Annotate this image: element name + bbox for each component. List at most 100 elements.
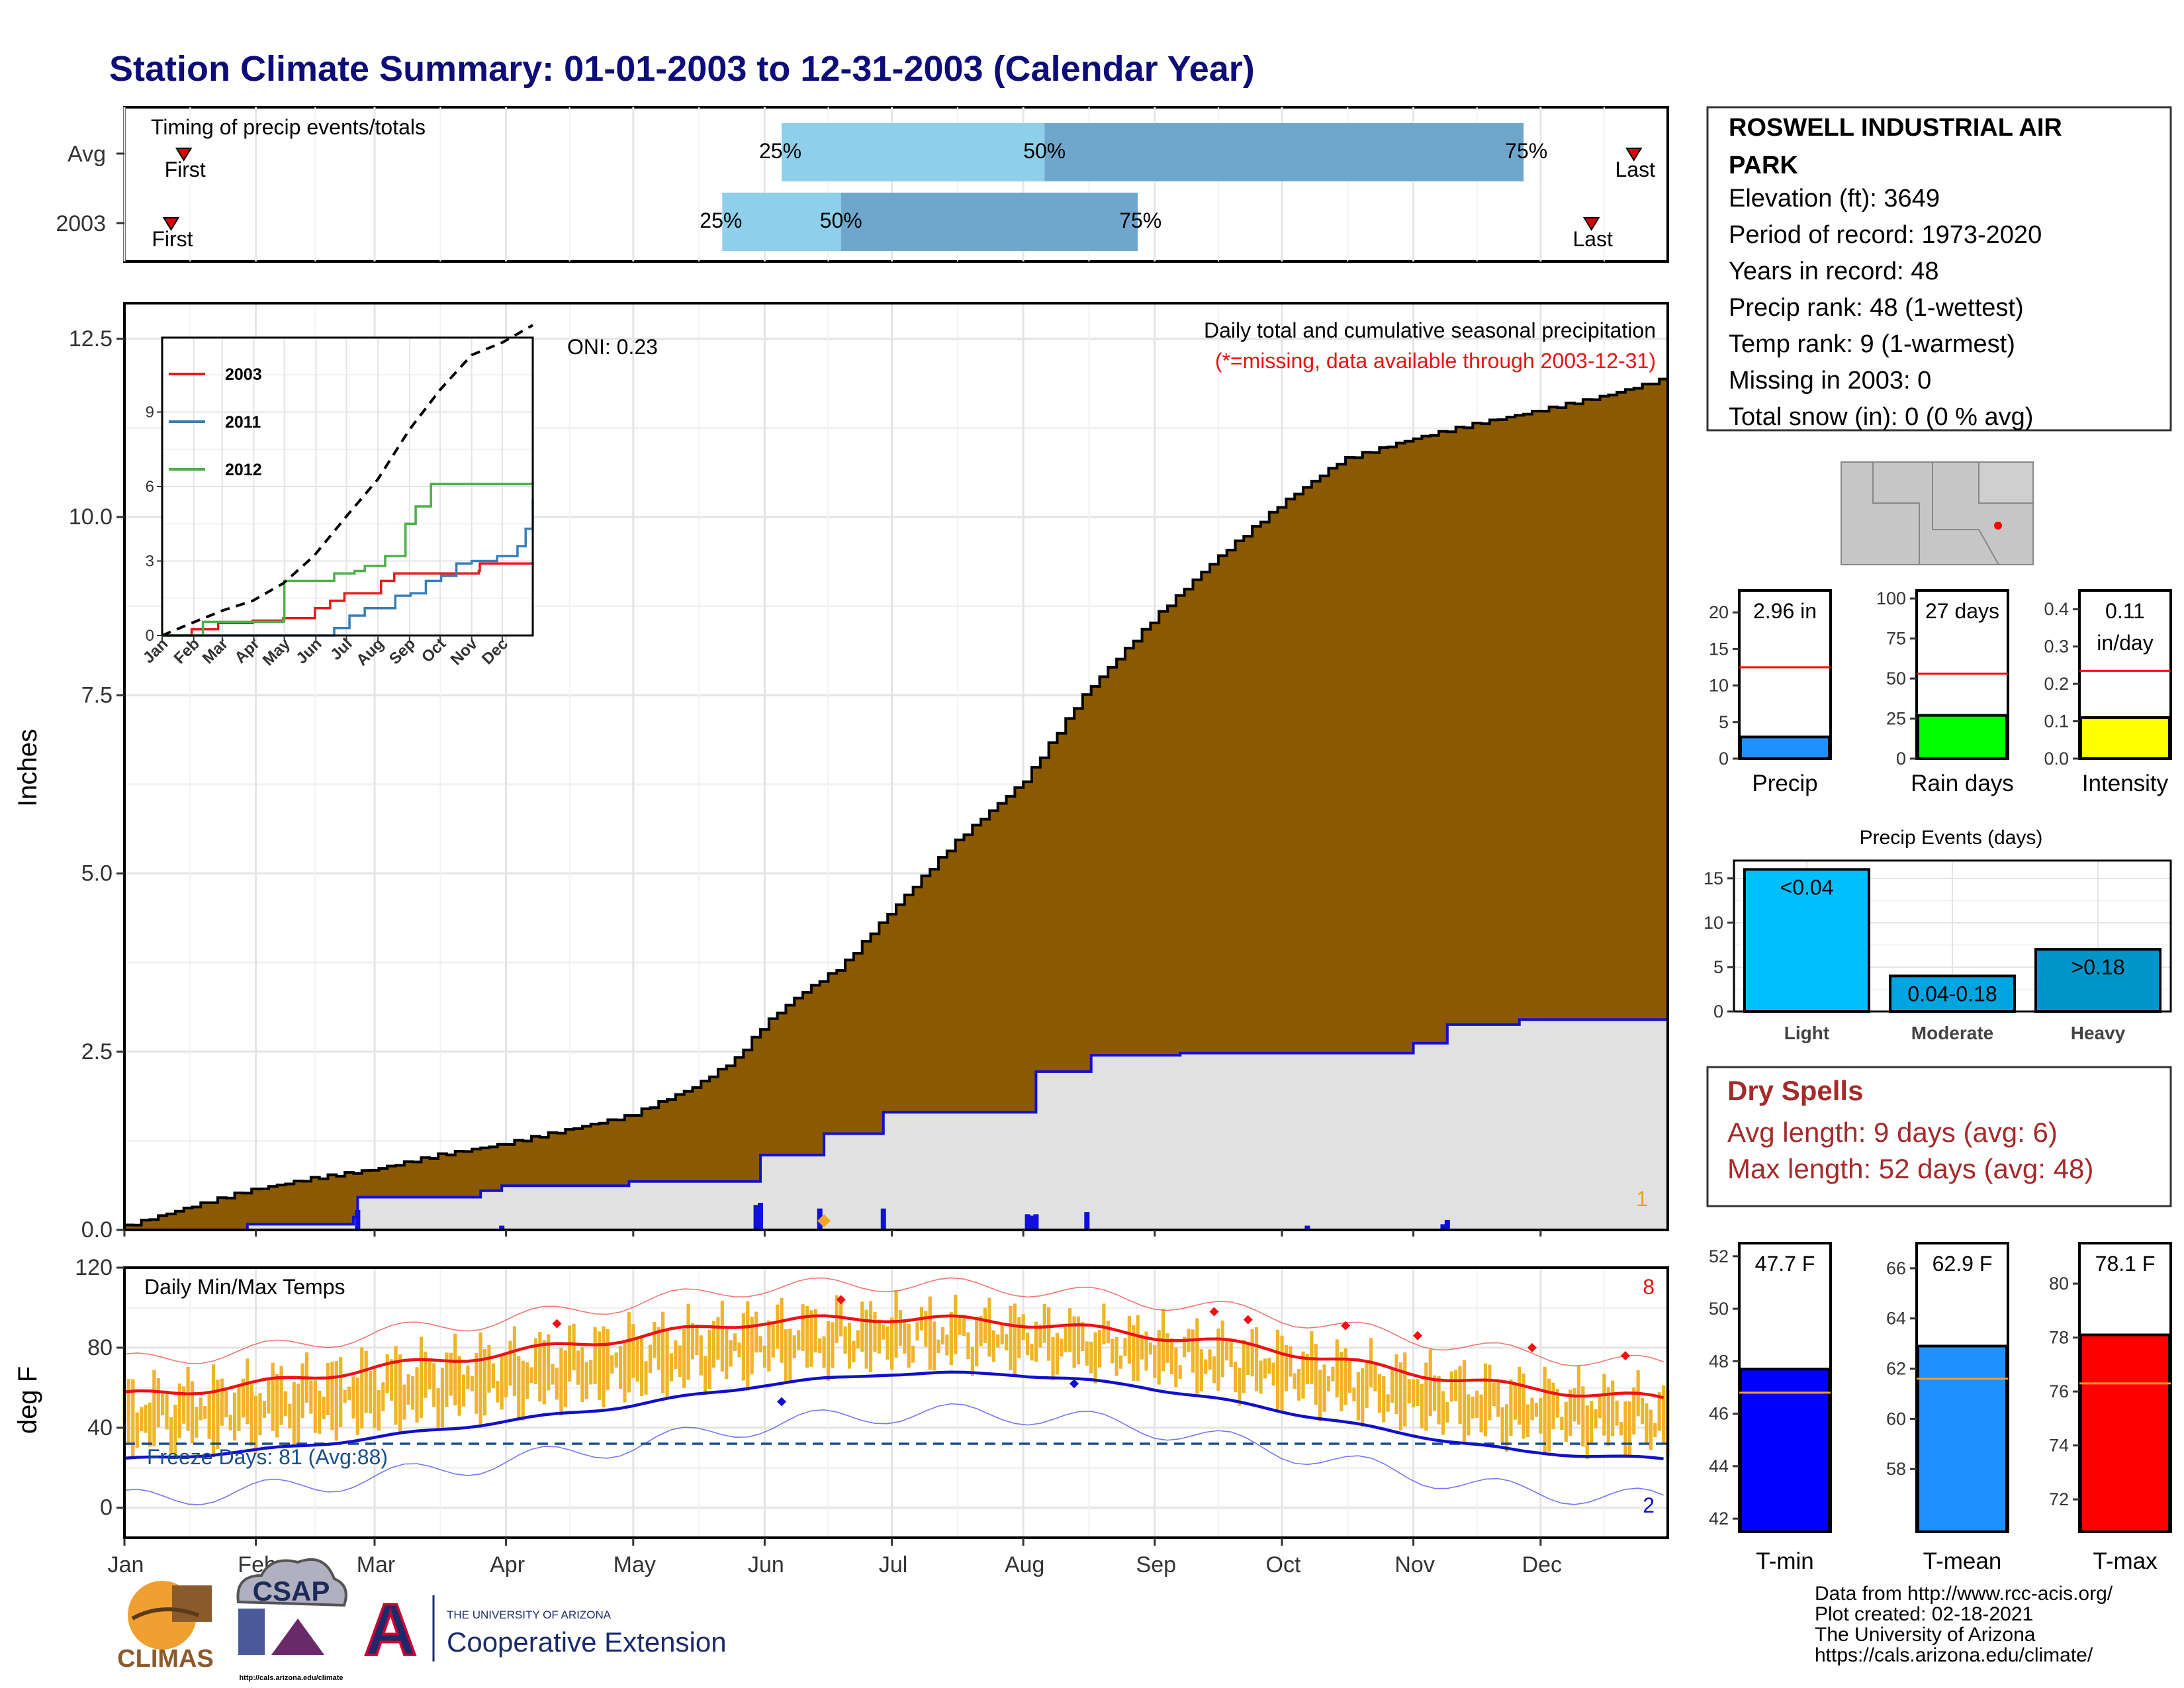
- tmin-summary-y-tick-label: 44: [1709, 1456, 1729, 1476]
- precip-cumulative-area: [123, 377, 1669, 1231]
- precip-summary-title: Precip: [1752, 771, 1817, 796]
- temp-range-bar: [267, 1377, 271, 1414]
- temp-range-bar: [475, 1352, 478, 1414]
- temp-range-bar: [424, 1351, 428, 1398]
- temp-range-bar: [1111, 1338, 1115, 1364]
- temp-range-bar: [818, 1338, 822, 1354]
- timing-last-label: Last: [1615, 158, 1656, 181]
- temp-range-bar: [780, 1297, 784, 1363]
- dry-spells-frame: [1706, 1066, 2172, 1207]
- temp-range-bar: [415, 1367, 419, 1423]
- precip-y-axis: 0.0 2.5 5.0 7.5 10.0 12.5: [69, 326, 1542, 1243]
- temp-y-axis: 0 40 80 120: [75, 1255, 124, 1521]
- tmax-summary-y-tick-label: 74: [2049, 1436, 2069, 1456]
- month-tick-label: May: [614, 1552, 656, 1577]
- timing-p75-label: 75%: [1119, 209, 1161, 232]
- temp-range-bar: [1640, 1397, 1645, 1425]
- daily-precip-bar: [1444, 1219, 1450, 1230]
- inset-lines: [161, 324, 534, 637]
- station-years: Years in record: 48: [1729, 258, 1939, 285]
- temp-y-label: deg F: [13, 1366, 42, 1434]
- temp-range-bar: [784, 1329, 788, 1383]
- daily-precip-bar: [355, 1209, 361, 1230]
- temp-range-bar: [1297, 1369, 1301, 1401]
- temp-range-bar: [1412, 1379, 1416, 1408]
- temp-range-bar: [690, 1323, 695, 1360]
- temp-range-bar: [962, 1315, 966, 1336]
- tmean-summary-chart: 62.9 F 58 60 62 64 66 T-mean: [1886, 1242, 2009, 1574]
- temp-y-tick-label: 120: [75, 1255, 113, 1280]
- intensity-summary-y-tick-label: 0.2: [2044, 674, 2069, 694]
- temp-range-bar: [831, 1322, 835, 1368]
- temp-range-bar: [852, 1340, 856, 1362]
- temp-range-bar: [1602, 1374, 1606, 1436]
- temp-range-bar: [385, 1354, 389, 1393]
- station-precip-rank: Precip rank: 48 (1-wettest): [1729, 294, 2024, 322]
- tmax-summary-y-tick-label: 78: [2049, 1328, 2069, 1348]
- record-low-marker-icon: [777, 1397, 787, 1407]
- temp-range-bar: [915, 1322, 919, 1341]
- tmin-summary-y-tick-label: 50: [1709, 1299, 1729, 1319]
- temp-range-bar: [856, 1330, 860, 1349]
- temp-lines: [124, 1277, 1668, 1505]
- temp-range-bar: [737, 1342, 741, 1358]
- temp-range-bar: [1347, 1361, 1352, 1393]
- temp-range-bar: [839, 1303, 843, 1336]
- temp-range-bar: [1382, 1376, 1386, 1423]
- temp-range-bar: [1454, 1370, 1458, 1401]
- precip-y-tick-label: 10.0: [69, 504, 113, 530]
- temp-range-bar: [746, 1301, 750, 1391]
- temp-range-bar: [1199, 1349, 1203, 1391]
- record-high-marker-icon: [1413, 1331, 1423, 1340]
- precip-y-tick-label: 0.0: [81, 1217, 113, 1243]
- intensity-summary-title: Intensity: [2082, 771, 2169, 796]
- temp-range-bar: [1424, 1362, 1428, 1431]
- temp-range-bar: [1208, 1349, 1212, 1370]
- temp-record-high-line: [124, 1277, 1664, 1367]
- temp-range-bar: [669, 1353, 674, 1382]
- timing-bar-25-50: [782, 123, 1045, 181]
- csap-url: http://cals.arizona.edu/climate: [239, 1674, 343, 1682]
- temp-range-bar: [318, 1390, 322, 1434]
- temp-range-bar: [894, 1290, 898, 1358]
- tmin-summary-y-tick-label: 42: [1709, 1509, 1729, 1528]
- temp-range-bar: [1619, 1422, 1623, 1436]
- temp-range-bar: [216, 1380, 220, 1449]
- precip-panel-frame: [123, 302, 1669, 1231]
- events-bar-label-heavy: >0.18: [2071, 955, 2125, 979]
- temp-range-bar: [279, 1366, 283, 1425]
- temp-range-bar: [1148, 1342, 1152, 1355]
- tmin-summary-y-tick-label: 48: [1709, 1351, 1729, 1371]
- tmean-summary-y-tick-label: 66: [1886, 1258, 1906, 1278]
- events-title: Precip Events (days): [1860, 827, 2043, 849]
- events-y-tick-label: 0: [1713, 1002, 1723, 1021]
- temp-range-bar: [1144, 1331, 1148, 1371]
- temp-range-bar: [512, 1326, 517, 1396]
- precip-y-tick-label: 2.5: [81, 1039, 113, 1064]
- temp-range-bar: [580, 1347, 584, 1403]
- temp-range-bar: [720, 1301, 724, 1372]
- temp-range-bar: [864, 1309, 868, 1369]
- temp-range-bar: [1530, 1397, 1534, 1421]
- temp-range-bar: [970, 1346, 974, 1376]
- temp-range-bar: [771, 1321, 775, 1358]
- temp-range-bar: [364, 1350, 368, 1413]
- temp-range-bar: [203, 1406, 207, 1419]
- temp-range-bar: [517, 1356, 521, 1418]
- events-bar-heavy: [2034, 948, 2161, 1013]
- temp-range-bar: [555, 1367, 559, 1400]
- temp-range-bar: [1026, 1333, 1030, 1356]
- temp-range-bar: [868, 1301, 873, 1372]
- temp-range-bar: [140, 1407, 144, 1431]
- precip-summary-y-tick-label: 0: [1719, 749, 1729, 769]
- temp-range-bar: [1259, 1360, 1263, 1394]
- temp-range-bar: [1178, 1365, 1182, 1379]
- temp-range-bar: [1500, 1407, 1504, 1443]
- temp-range-bar: [470, 1376, 474, 1391]
- temp-range-bar: [381, 1382, 385, 1411]
- temp-range-bar: [419, 1336, 424, 1419]
- temp-range-bar: [801, 1304, 805, 1351]
- temp-range-bar: [695, 1325, 699, 1356]
- temp-range-bar: [1106, 1321, 1110, 1344]
